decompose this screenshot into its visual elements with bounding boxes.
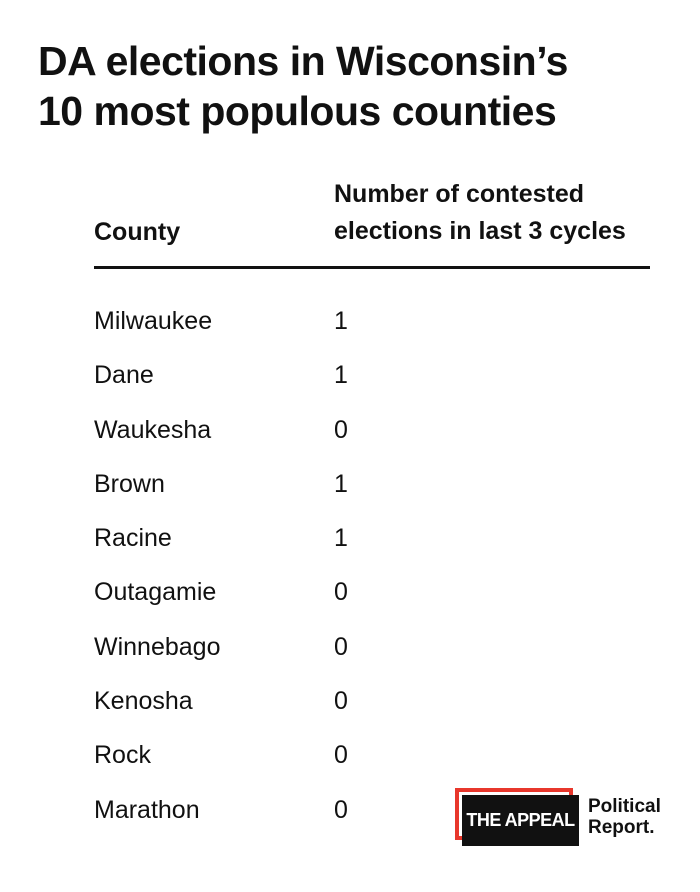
cell-contested-count: 1	[334, 469, 348, 498]
cell-contested-count: 0	[334, 578, 348, 607]
cell-contested-count: 0	[334, 795, 348, 824]
cell-contested-count: 0	[334, 632, 348, 661]
cell-county: Brown	[94, 469, 165, 498]
cell-county: Kenosha	[94, 687, 193, 716]
table-row: Milwaukee 1	[94, 294, 650, 348]
table-row: Dane 1	[94, 348, 650, 402]
cell-county: Racine	[94, 524, 172, 553]
table-row: Marathon 0	[94, 783, 650, 837]
cell-contested-count: 0	[334, 741, 348, 770]
cell-county: Waukesha	[94, 415, 212, 444]
cell-contested-count: 1	[334, 307, 348, 335]
cell-contested-count: 0	[334, 687, 348, 716]
cell-contested-count: 0	[334, 415, 348, 444]
cell-contested-count: 1	[334, 361, 348, 390]
cell-county: Marathon	[94, 795, 200, 824]
column-header-contested-line-1: Number of contested	[334, 180, 585, 208]
column-header-contested-line-2: elections in last 3 cycles	[334, 217, 626, 245]
cell-county: Dane	[94, 361, 154, 390]
chart-title-line-2: 10 most populous counties	[38, 88, 557, 134]
table-header: County Number of contested elections in …	[94, 174, 650, 269]
cell-county: Rock	[94, 741, 151, 770]
table-body: Milwaukee 1 Dane 1 Waukesha 0 Brown 1 Racine 1 Out…	[94, 294, 650, 837]
table-row: Brown 1	[94, 457, 650, 511]
data-table: County Number of contested elections in …	[94, 174, 650, 837]
the-appeal-political-report-logo: THE APPEAL Political Report.	[455, 788, 665, 846]
logo-subtitle-line-1: Political	[588, 796, 661, 817]
cell-county: Milwaukee	[94, 307, 213, 335]
table-row: Winnebago 0	[94, 620, 650, 674]
table-row: Rock 0	[94, 728, 650, 782]
table-row: Waukesha 0	[94, 403, 650, 457]
chart-title: DA elections in Wisconsin’s 10 most popu…	[38, 36, 678, 136]
table-row: Kenosha 0	[94, 674, 650, 728]
logo-wordmark: THE APPEAL	[462, 795, 579, 846]
table-row: Outagamie 0	[94, 565, 650, 619]
column-header-contested-elections: Number of contested elections in last 3 …	[334, 176, 654, 250]
column-header-county: County	[94, 218, 181, 246]
logo-subtitle: Political Report.	[588, 796, 661, 838]
chart-title-line-1: DA elections in Wisconsin’s	[38, 38, 568, 84]
cell-county: Winnebago	[94, 632, 221, 661]
table-row: Racine 1	[94, 511, 650, 565]
logo-subtitle-line-2: Report.	[588, 817, 655, 838]
cell-county: Outagamie	[94, 578, 217, 607]
cell-contested-count: 1	[334, 524, 348, 553]
